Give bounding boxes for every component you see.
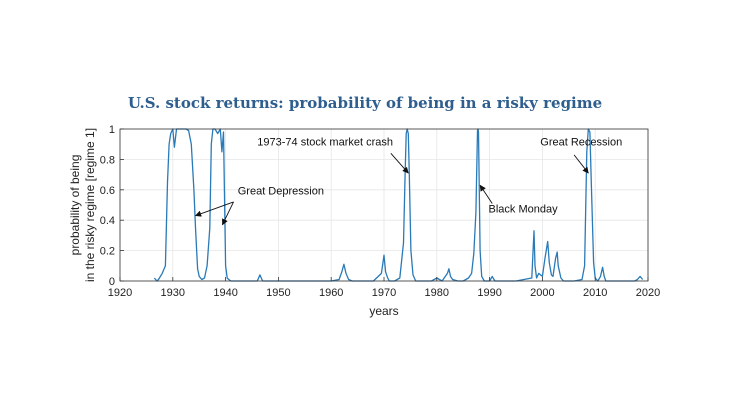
annotations: Great Depression 1973-74 stock market cra… — [194, 137, 622, 226]
annotation-arrow — [194, 201, 234, 217]
annotation-label: Great Depression — [238, 185, 324, 197]
x-tick-label: 2010 — [583, 287, 607, 299]
x-tick-label: 2000 — [530, 287, 554, 299]
y-axis-label-line-2: in the risky regime [regime 1] — [83, 128, 97, 282]
annotation-arrow — [573, 154, 589, 174]
probability-series-line — [153, 128, 644, 282]
x-tick-label: 1960 — [319, 287, 343, 299]
y-ticks: 0 0.2 0.4 0.6 0.8 1 — [100, 124, 124, 288]
y-tick-label: 0.8 — [100, 154, 115, 166]
x-tick-label: 1930 — [161, 287, 185, 299]
annotation-arrow — [222, 201, 234, 226]
series-group — [153, 128, 644, 282]
y-tick-label: 0.4 — [100, 215, 115, 227]
x-tick-label: 1970 — [372, 287, 396, 299]
annotation-label: Black Monday — [489, 204, 559, 216]
x-tick-label: 2020 — [636, 287, 660, 299]
y-tick-label: 0 — [109, 276, 115, 288]
y-tick-label: 0.6 — [100, 185, 115, 197]
x-tick-label: 1990 — [477, 287, 501, 299]
y-tick-label: 1 — [109, 124, 115, 136]
slide-title: U.S. stock returns: probability of being… — [127, 94, 603, 112]
x-tick-label: 1940 — [213, 287, 237, 299]
y-axis-label-line-1: probability of being — [68, 155, 82, 256]
annotation-label: 1973-74 stock market crash — [257, 137, 393, 149]
x-ticks: 1920 1930 1940 1950 1960 1970 1980 1990 2000 2010… — [108, 277, 660, 299]
annotation-label: Great Recession — [540, 137, 622, 149]
x-tick-label: 1920 — [108, 287, 132, 299]
x-tick-label: 1980 — [425, 287, 449, 299]
x-axis-label: years — [369, 304, 398, 318]
y-tick-label: 0.2 — [100, 246, 115, 258]
annotation-arrow — [479, 184, 493, 204]
annotation-arrow — [390, 153, 409, 174]
x-tick-label: 1950 — [266, 287, 290, 299]
